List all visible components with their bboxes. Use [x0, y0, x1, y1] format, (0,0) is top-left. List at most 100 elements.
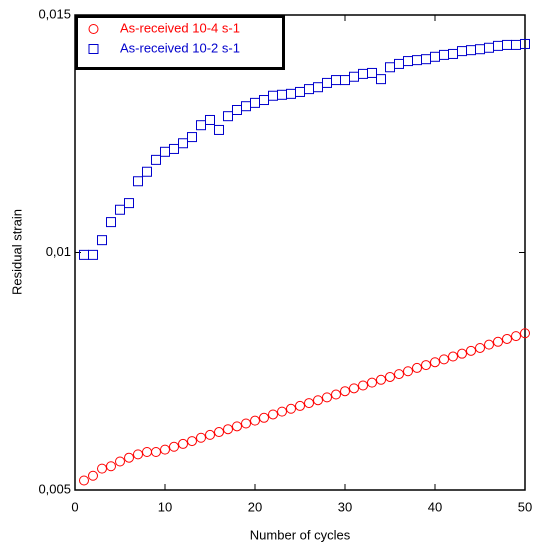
point — [115, 204, 125, 215]
point — [160, 444, 170, 455]
point — [475, 342, 485, 353]
point — [520, 328, 530, 339]
point — [358, 380, 368, 391]
x-tick-label: 50 — [518, 499, 532, 514]
point — [385, 371, 395, 382]
point — [403, 366, 413, 377]
point — [349, 383, 359, 394]
point — [286, 88, 296, 99]
point — [88, 470, 98, 481]
point — [394, 58, 404, 69]
point — [259, 412, 269, 423]
point — [142, 447, 152, 457]
point — [439, 354, 449, 365]
point — [223, 111, 233, 122]
point — [223, 424, 233, 435]
point — [439, 49, 449, 60]
point — [304, 84, 314, 95]
point — [493, 40, 503, 51]
point — [403, 56, 413, 67]
point — [259, 95, 269, 106]
point — [340, 386, 350, 397]
point — [340, 75, 350, 86]
y-axis-label: Residual strain — [9, 209, 24, 295]
x-tick-label: 0 — [71, 499, 78, 514]
point — [331, 75, 341, 86]
point — [376, 374, 386, 385]
point — [358, 68, 368, 79]
point — [268, 409, 278, 420]
point — [412, 55, 422, 66]
point — [304, 398, 314, 409]
point — [376, 74, 386, 85]
point — [115, 456, 125, 467]
point — [295, 86, 305, 97]
point — [187, 436, 197, 447]
point — [268, 90, 278, 101]
point — [466, 45, 476, 56]
x-tick-label: 20 — [248, 499, 262, 514]
point — [457, 348, 467, 359]
point — [331, 389, 341, 400]
legend-label: As-received 10-2 s-1 — [120, 40, 240, 55]
point — [124, 452, 134, 463]
point — [484, 339, 494, 350]
point — [232, 105, 242, 115]
point — [520, 38, 530, 49]
point — [250, 415, 260, 426]
point — [178, 138, 188, 149]
point — [286, 403, 296, 414]
x-tick-label: 30 — [338, 499, 352, 514]
point — [106, 217, 116, 228]
point — [133, 449, 143, 460]
point — [511, 39, 521, 50]
x-tick-label: 40 — [428, 499, 442, 514]
point — [250, 97, 260, 108]
x-axis-label: Number of cycles — [250, 527, 351, 542]
point — [232, 421, 242, 432]
point — [169, 143, 179, 154]
point — [277, 89, 287, 100]
point — [124, 198, 134, 209]
point — [367, 377, 377, 388]
point — [106, 461, 116, 472]
point — [313, 395, 323, 406]
point — [160, 146, 170, 157]
point — [484, 42, 494, 53]
point — [277, 406, 287, 417]
point — [214, 427, 224, 438]
y-tick-label: 0,015 — [38, 6, 71, 21]
point — [196, 120, 206, 131]
x-tick-label: 10 — [158, 499, 172, 514]
legend-box — [75, 15, 285, 70]
legend-label: As-received 10-4 s-1 — [120, 20, 240, 35]
point — [142, 166, 152, 177]
point — [313, 82, 323, 93]
point — [205, 114, 215, 125]
plot-frame — [74, 14, 526, 491]
point — [205, 429, 215, 440]
point — [421, 54, 431, 65]
point — [196, 432, 206, 443]
point — [457, 46, 467, 57]
legend-marker — [88, 24, 99, 34]
point — [187, 132, 197, 143]
point — [385, 62, 395, 73]
point — [367, 67, 377, 78]
point — [430, 357, 440, 368]
point — [295, 400, 305, 411]
point — [133, 176, 143, 187]
point — [214, 124, 224, 135]
point — [97, 235, 107, 246]
point — [322, 77, 332, 88]
point — [502, 39, 512, 50]
point — [97, 463, 107, 474]
point — [79, 249, 89, 260]
point — [79, 475, 89, 486]
y-tick-label: 0,005 — [38, 481, 71, 496]
point — [448, 351, 458, 362]
point — [349, 71, 359, 82]
point — [511, 331, 521, 342]
point — [394, 369, 404, 380]
point — [448, 48, 458, 59]
